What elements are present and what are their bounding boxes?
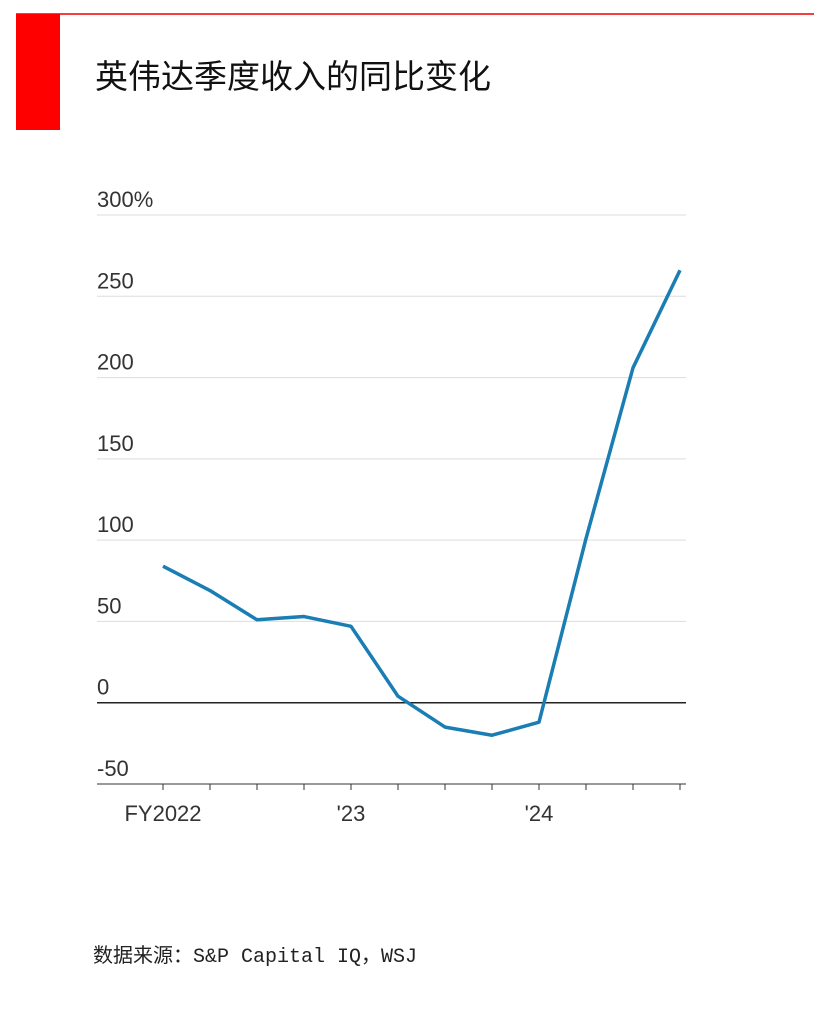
y-tick-label: 50 (97, 593, 121, 618)
y-tick-label: 100 (97, 512, 134, 537)
y-tick-label: 250 (97, 268, 134, 293)
y-tick-label: 300% (97, 187, 153, 212)
y-tick-label: 150 (97, 431, 134, 456)
x-tick-label: FY2022 (124, 801, 201, 826)
accent-bar (16, 14, 60, 130)
x-tick-label: '24 (525, 801, 554, 826)
x-tick-label: '23 (337, 801, 366, 826)
y-tick-label: 0 (97, 675, 109, 700)
data-line (162, 269, 682, 737)
chart-title: 英伟达季度收入的同比变化 (95, 58, 491, 95)
y-tick-label: -50 (97, 756, 129, 781)
source-note: 数据来源：S&P Capital IQ，WSJ (93, 944, 417, 969)
y-tick-label: 200 (97, 350, 134, 375)
